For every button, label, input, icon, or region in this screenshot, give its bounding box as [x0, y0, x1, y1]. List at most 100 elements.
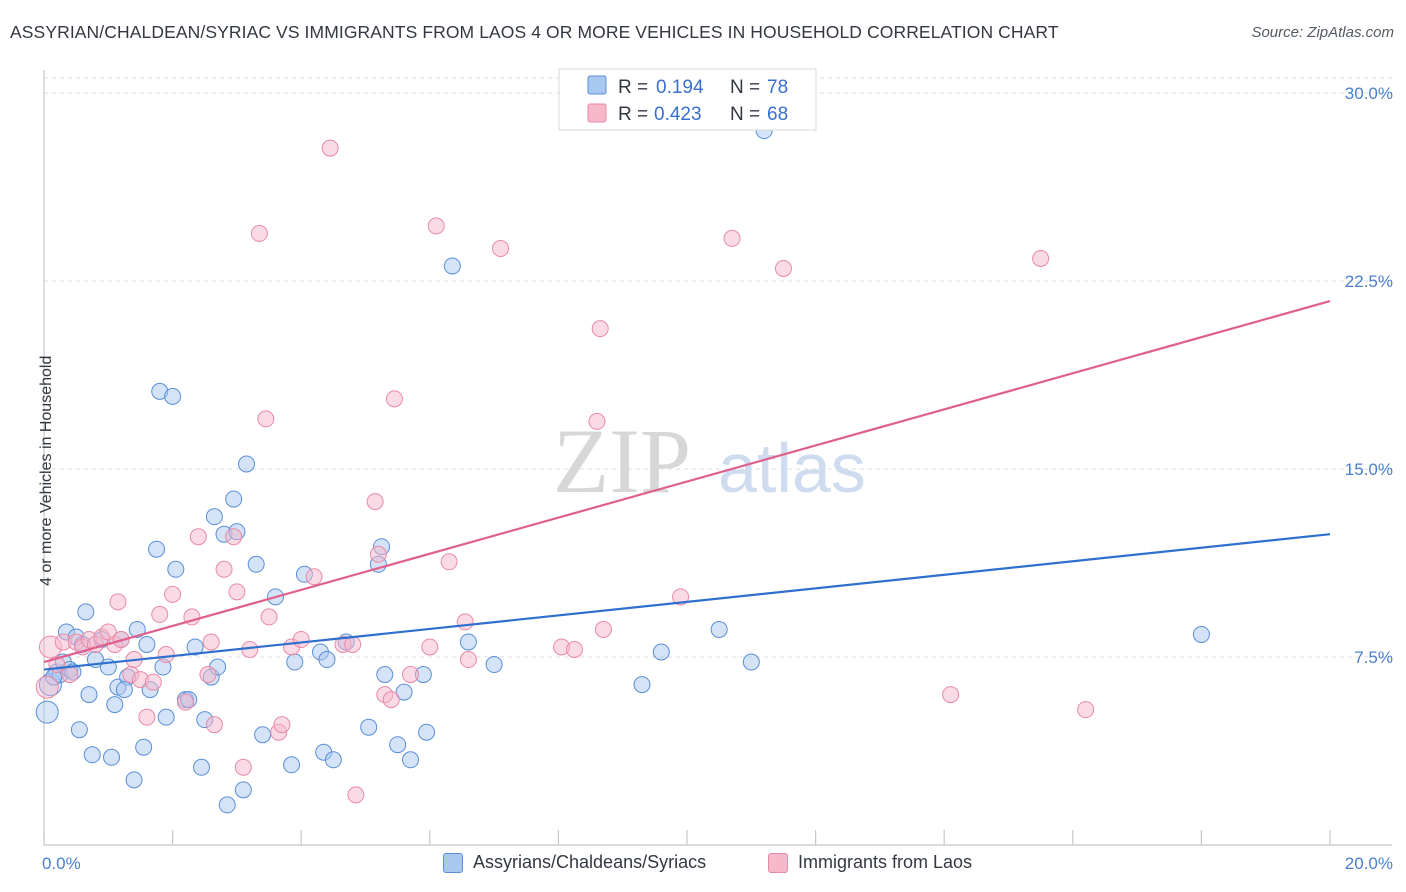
point-assyrians [360, 718, 378, 736]
point-laos [260, 608, 278, 626]
point-laos [151, 605, 169, 623]
y-axis-title: 4 or more Vehicles in Household [38, 355, 55, 586]
bottom-legend-label-assyrians: Assyrians/Chaldeans/Syriacs [473, 852, 707, 872]
chart-title: ASSYRIAN/CHALDEAN/SYRIAC VS IMMIGRANTS F… [10, 22, 1059, 42]
point-laos [344, 635, 362, 653]
trend-line-assyrians [43, 533, 1331, 671]
x-tick-label-min: 0.0% [42, 854, 81, 873]
bottom-legend-assyrians: Assyrians/Chaldeans/Syriacs [443, 852, 706, 873]
legend-n-label-2: N = [730, 104, 760, 125]
y-tick-label: 15.0% [1345, 460, 1393, 479]
grid [44, 77, 1392, 658]
point-laos [199, 666, 217, 684]
point-laos [427, 217, 445, 235]
point-laos [440, 553, 458, 571]
point-laos [774, 259, 792, 277]
point-assyrians [633, 676, 651, 694]
point-assyrians [225, 490, 243, 508]
point-laos [385, 390, 403, 408]
point-laos [1032, 249, 1050, 267]
point-laos [225, 528, 243, 546]
point-laos [321, 139, 339, 157]
point-laos [492, 239, 510, 257]
axes [43, 70, 1392, 846]
point-laos [672, 588, 690, 606]
point-assyrians [254, 726, 272, 744]
trend-lines [43, 300, 1331, 671]
y-tick-label: 22.5% [1345, 272, 1393, 291]
point-assyrians [186, 638, 204, 656]
point-laos [402, 666, 420, 684]
point-laos [228, 583, 246, 601]
legend-n-value-2: 68 [767, 104, 788, 125]
point-assyrians [157, 708, 175, 726]
point-laos [234, 758, 252, 776]
bottom-legend-swatch-blue [443, 852, 463, 873]
point-laos [164, 585, 182, 603]
legend-r-value-1: 0.194 [656, 77, 704, 98]
point-assyrians [70, 721, 88, 739]
point-laos [723, 229, 741, 247]
point-assyrians [485, 656, 503, 674]
point-laos [202, 633, 220, 651]
point-laos [250, 224, 268, 242]
legend-box: R = 0.194 N = 78 R = 0.423 N = 68 [558, 68, 817, 131]
point-laos [382, 691, 400, 709]
point-assyrians [395, 683, 413, 701]
point-assyrians [128, 620, 146, 638]
point-assyrians [193, 758, 211, 776]
x-tick-label-max: 20.0% [1345, 854, 1393, 873]
y-tick-label: 7.5% [1354, 648, 1393, 667]
point-laos [1077, 701, 1095, 719]
point-assyrians [710, 620, 728, 638]
point-assyrians [376, 666, 394, 684]
point-assyrians [324, 751, 342, 769]
point-laos [565, 640, 583, 658]
point-assyrians [318, 651, 336, 669]
watermark-atlas: atlas [718, 429, 866, 507]
point-assyrians [443, 257, 461, 275]
point-laos [459, 651, 477, 669]
point-laos [588, 412, 606, 430]
point-assyrians [83, 746, 101, 764]
point-laos [257, 410, 275, 428]
bottom-legend-laos: Immigrants from Laos [768, 852, 972, 873]
point-assyrians [205, 508, 223, 526]
watermark-zip: ZIP [553, 410, 691, 512]
point-laos [138, 708, 156, 726]
point-laos [176, 693, 194, 711]
legend-r-value-2: 0.423 [654, 104, 702, 125]
point-laos [292, 630, 310, 648]
legend-n-label-1: N = [730, 77, 760, 98]
watermark: ZIP atlas [553, 410, 866, 512]
point-assyrians [283, 756, 301, 774]
point-laos [109, 593, 127, 611]
point-assyrians [652, 643, 670, 661]
point-laos [157, 646, 175, 664]
legend-n-value-1: 78 [767, 77, 788, 98]
point-laos [35, 675, 59, 699]
legend-swatch-pink [587, 103, 607, 123]
point-assyrians [77, 603, 95, 621]
point-laos [942, 686, 960, 704]
point-assyrians [115, 681, 133, 699]
y-tick-labels: 7.5% 15.0% 22.5% 30.0% [1345, 84, 1393, 667]
point-assyrians [742, 653, 760, 671]
point-assyrians [148, 540, 166, 558]
point-assyrians [459, 633, 477, 651]
point-assyrians [164, 387, 182, 405]
point-assyrians [80, 686, 98, 704]
point-assyrians [247, 555, 265, 573]
point-laos [215, 560, 233, 578]
legend-swatch-blue [587, 75, 607, 95]
point-laos [421, 638, 439, 656]
trend-line-laos [43, 300, 1331, 664]
legend-r-label-2: R = [618, 104, 648, 125]
point-laos [347, 786, 365, 804]
point-assyrians [389, 736, 407, 754]
point-assyrians [234, 781, 252, 799]
point-assyrians [286, 653, 304, 671]
point-laos [591, 320, 609, 338]
point-assyrians [238, 455, 256, 473]
y-tick-label: 30.0% [1345, 84, 1393, 103]
